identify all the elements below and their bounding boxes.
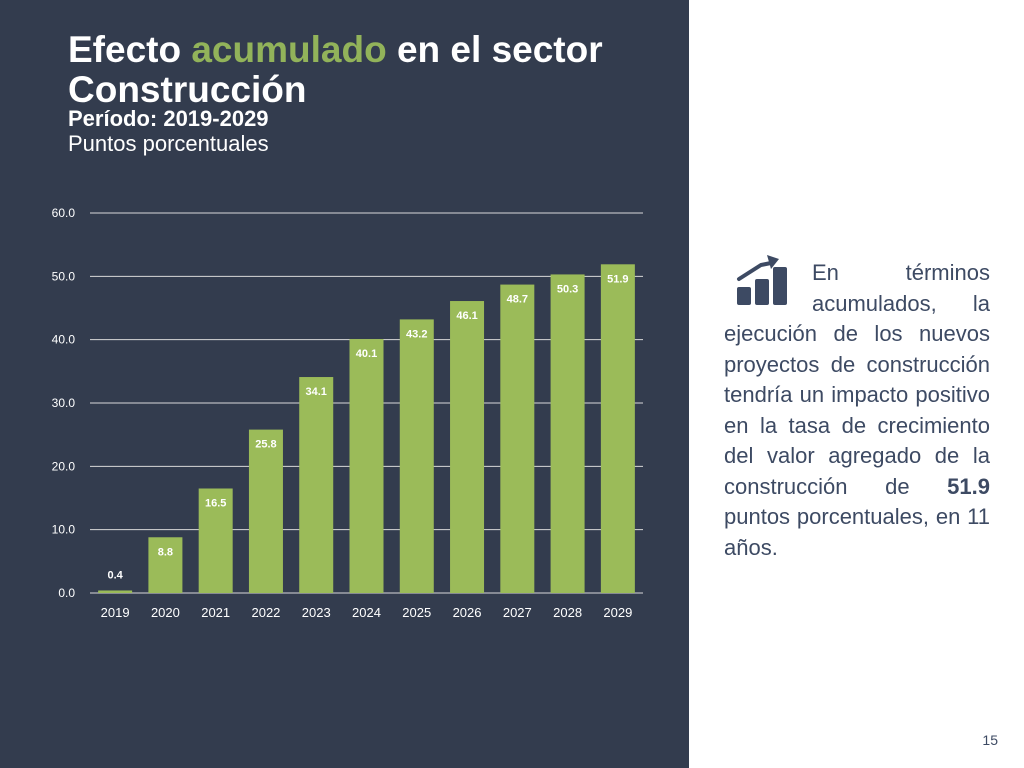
y-tick-label: 60.0 <box>52 206 76 220</box>
bar <box>550 274 585 593</box>
data-label: 51.9 <box>607 273 628 285</box>
x-tick-label: 2023 <box>302 605 331 620</box>
description-text: En términos acumulados, la ejecución de … <box>724 258 990 563</box>
x-tick-label: 2029 <box>603 605 632 620</box>
x-tick-label: 2025 <box>402 605 431 620</box>
data-label: 40.1 <box>356 348 377 360</box>
description-highlight: 51.9 <box>947 473 990 499</box>
x-tick-label: 2024 <box>352 605 381 620</box>
bar <box>248 429 283 593</box>
data-label: 50.3 <box>557 283 578 295</box>
x-tick-label: 2028 <box>553 605 582 620</box>
slide-title: Efecto acumulado en el sector Construcci… <box>68 30 668 110</box>
text-panel <box>689 0 1024 768</box>
data-label: 25.8 <box>255 439 276 451</box>
title-accent: acumulado <box>191 29 387 70</box>
bar <box>500 284 535 593</box>
x-tick-label: 2026 <box>453 605 482 620</box>
bar <box>98 590 133 593</box>
title-part1: Efecto <box>68 29 192 70</box>
data-label: 48.7 <box>507 294 528 306</box>
data-label: 43.2 <box>406 328 427 340</box>
page-number: 15 <box>982 732 998 748</box>
bar <box>299 377 334 593</box>
y-tick-label: 20.0 <box>52 459 76 473</box>
x-tick-label: 2027 <box>503 605 532 620</box>
description-part2: puntos porcentuales, en 11 años. <box>724 504 990 560</box>
bar <box>198 488 233 593</box>
data-label: 46.1 <box>456 310 477 322</box>
data-label: 0.4 <box>107 569 123 581</box>
bar <box>148 537 183 593</box>
y-tick-label: 10.0 <box>52 523 76 537</box>
description-part1: En términos acumulados, la ejecución de … <box>724 260 990 499</box>
data-label: 8.8 <box>158 546 173 558</box>
data-label: 34.1 <box>306 386 327 398</box>
x-tick-label: 2020 <box>151 605 180 620</box>
data-label: 16.5 <box>205 498 226 510</box>
units-subtitle: Puntos porcentuales <box>68 131 269 156</box>
bar <box>399 319 434 593</box>
x-tick-label: 2021 <box>201 605 230 620</box>
title-part2: en el sector Construcción <box>68 29 603 110</box>
x-tick-label: 2022 <box>251 605 280 620</box>
bar-chart: 0.0 10.0 20.0 30.0 40.0 50.0 60.0 0.4 2019 8.8 202… <box>52 206 643 620</box>
period-subtitle: Período: 2019-2029 <box>68 106 269 131</box>
y-tick-label: 0.0 <box>58 586 75 600</box>
x-tick-label: 2019 <box>101 605 130 620</box>
bar <box>600 264 635 593</box>
bar-chart-growth-icon <box>737 255 787 305</box>
dark-panel: Efecto acumulado en el sector Construcci… <box>0 0 689 768</box>
y-tick-label: 30.0 <box>52 396 76 410</box>
bar <box>450 301 485 593</box>
y-tick-label: 50.0 <box>52 269 76 283</box>
icon-spacer <box>724 258 812 318</box>
bar <box>349 339 384 593</box>
y-tick-label: 40.0 <box>52 333 76 347</box>
